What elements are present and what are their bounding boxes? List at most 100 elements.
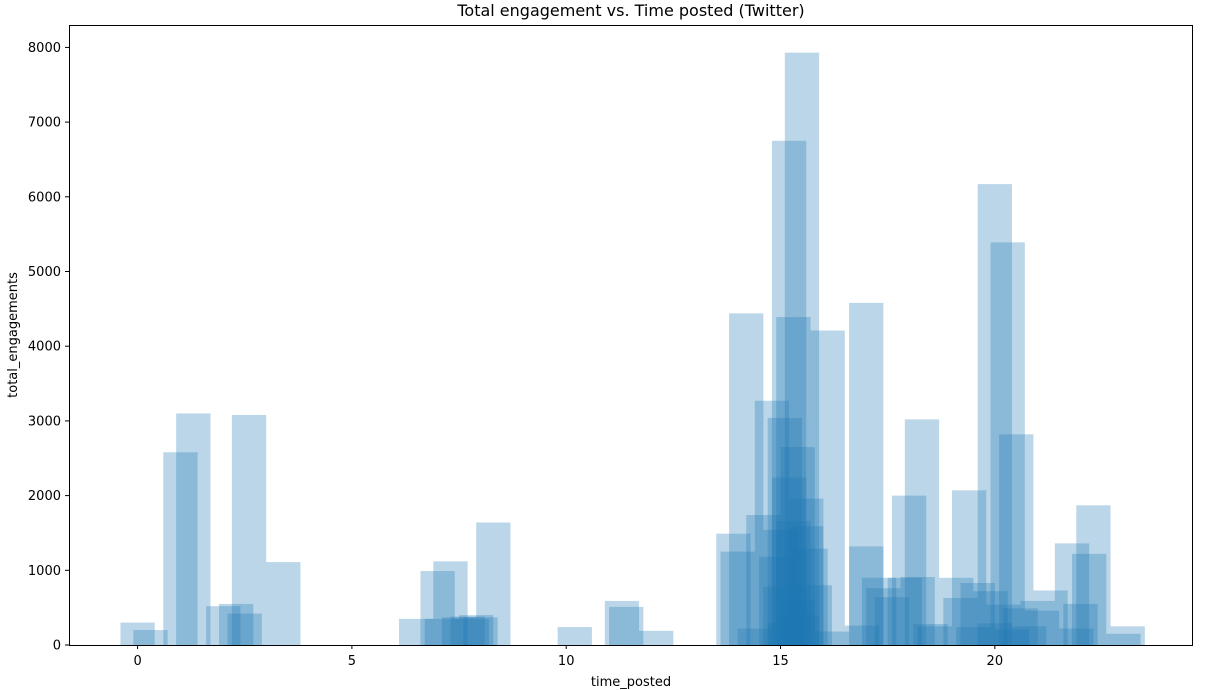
y-tick-label: 3000 <box>28 414 61 429</box>
y-tick-label: 6000 <box>28 190 61 205</box>
bar <box>767 622 802 645</box>
bar <box>266 562 301 645</box>
bar <box>1054 543 1090 645</box>
bar <box>476 522 511 645</box>
y-axis-label: total_engagements <box>6 272 21 398</box>
bar <box>227 613 262 645</box>
bar <box>1011 626 1047 645</box>
bar <box>977 623 1012 645</box>
y-tick-label: 5000 <box>28 265 61 280</box>
bar <box>776 317 811 645</box>
x-tick-label: 0 <box>133 654 141 669</box>
bar <box>399 618 434 645</box>
bar <box>789 526 824 645</box>
bar <box>639 630 674 645</box>
bar <box>866 588 901 645</box>
bar <box>784 52 820 645</box>
bar <box>913 624 948 645</box>
bar <box>1076 505 1111 645</box>
bar <box>1106 633 1141 645</box>
bar <box>1071 553 1107 645</box>
y-tick-label: 0 <box>53 639 61 654</box>
bar <box>844 625 880 645</box>
bar <box>771 140 807 645</box>
bar <box>943 597 978 645</box>
bar <box>716 533 751 645</box>
bar <box>1033 590 1068 645</box>
bar <box>231 414 267 645</box>
x-tick-label: 5 <box>348 654 356 669</box>
bar <box>1003 608 1038 645</box>
bar <box>814 631 850 645</box>
bar <box>1020 600 1055 645</box>
bar <box>763 586 798 645</box>
y-tick-label: 2000 <box>28 489 61 504</box>
bar <box>891 495 927 645</box>
bar <box>454 618 490 645</box>
bar <box>994 629 1030 645</box>
bar <box>459 615 494 645</box>
bars-group <box>120 52 1145 646</box>
bar <box>900 577 935 645</box>
bar <box>729 313 764 645</box>
bar <box>939 577 974 645</box>
bar <box>720 551 755 645</box>
bar <box>557 627 592 645</box>
bar <box>746 515 781 645</box>
bar <box>956 627 991 645</box>
bar <box>810 330 845 645</box>
bar <box>424 618 460 645</box>
y-tick-label: 1000 <box>28 564 61 579</box>
bar <box>609 606 644 645</box>
bar <box>737 628 772 645</box>
bar <box>176 413 211 645</box>
bar <box>861 577 897 645</box>
y-axis-ticks: 0 1000 2000 3000 4000 5000 6000 7000 8000 <box>28 41 69 654</box>
bar <box>133 630 168 645</box>
bar <box>763 529 798 645</box>
y-tick-label: 7000 <box>28 116 61 131</box>
y-tick-label: 4000 <box>28 340 61 355</box>
bar <box>754 400 790 645</box>
bar <box>771 477 807 645</box>
bar <box>759 556 794 645</box>
x-tick-label: 20 <box>987 654 1004 669</box>
x-axis-ticks: 0 5 10 15 20 <box>133 645 1003 669</box>
bar <box>420 571 455 645</box>
bar <box>441 617 477 645</box>
bar <box>784 615 820 645</box>
bar <box>206 606 241 645</box>
x-tick-label: 10 <box>558 654 575 669</box>
bar <box>780 447 815 645</box>
bar <box>904 419 940 645</box>
bar <box>433 561 468 645</box>
bar <box>887 577 922 645</box>
bar <box>767 417 802 645</box>
bar <box>1059 628 1094 645</box>
bar <box>973 591 1008 645</box>
bar <box>874 597 910 645</box>
plot-frame <box>69 25 1193 646</box>
y-tick-label: 8000 <box>28 41 61 56</box>
bar <box>849 302 884 645</box>
bar <box>977 184 1012 646</box>
x-axis-label: time_posted <box>591 675 671 690</box>
bar <box>163 452 198 645</box>
bar <box>463 617 498 645</box>
bar <box>1110 626 1145 645</box>
bar <box>120 622 155 645</box>
bar <box>917 626 952 645</box>
bar <box>219 603 254 645</box>
bar <box>780 600 815 645</box>
x-tick-label: 15 <box>772 654 789 669</box>
bar <box>1063 603 1098 645</box>
bar <box>604 600 640 645</box>
bar <box>849 546 884 645</box>
chart-title: Total engagement vs. Time posted (Twitte… <box>456 1 804 20</box>
bar <box>450 616 485 645</box>
bar <box>797 585 832 645</box>
bar <box>776 521 811 645</box>
bar <box>1024 610 1060 645</box>
